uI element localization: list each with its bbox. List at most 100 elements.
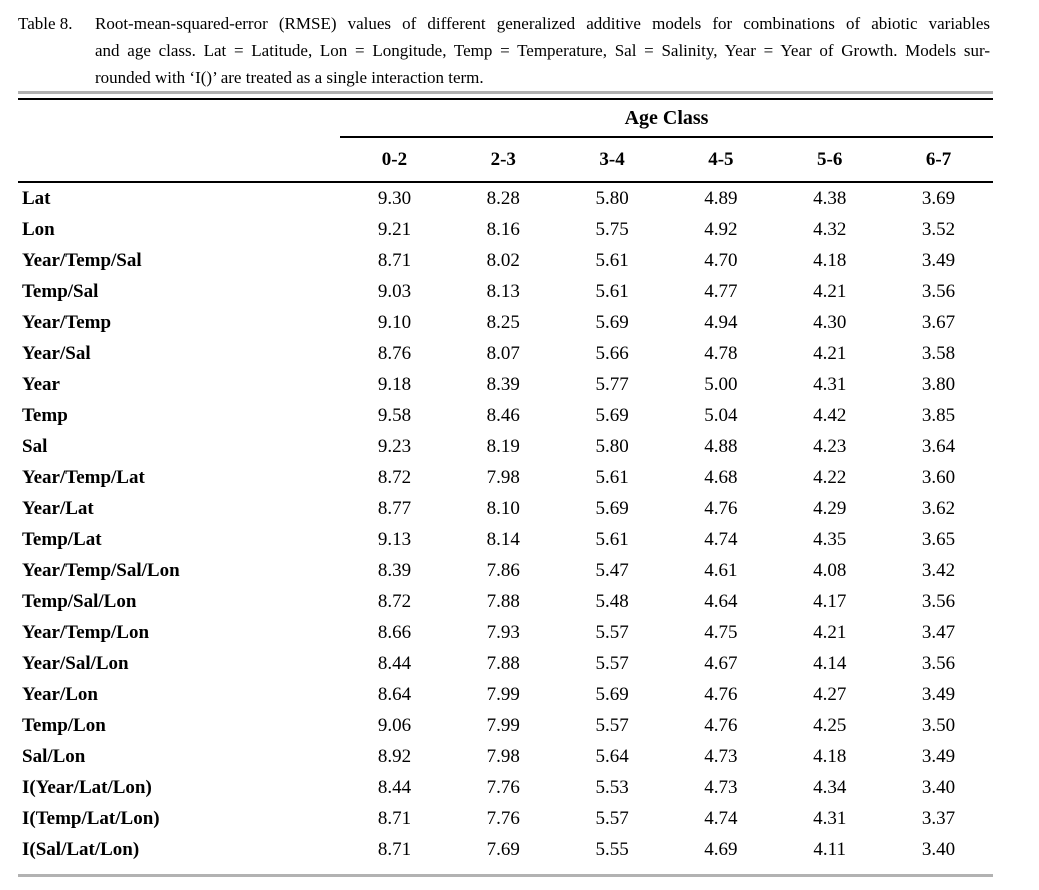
model-label: Temp/Lon	[22, 714, 106, 736]
rmse-value: 4.75	[704, 621, 738, 643]
rmse-value: 3.37	[921, 807, 956, 829]
model-label: Year/Temp/Sal/Lon	[22, 559, 180, 581]
rmse-value: 8.71	[377, 249, 412, 271]
rmse-value: 8.28	[486, 187, 520, 209]
rmse-value: 5.57	[595, 621, 629, 643]
rmse-value: 3.40	[921, 776, 956, 798]
rmse-value: 8.71	[377, 807, 412, 829]
rmse-value: 3.69	[921, 187, 956, 209]
table-row: Year/Lat 8.77 8.10 5.69 4.76 4.29 3.62	[18, 493, 993, 524]
rmse-value: 8.39	[377, 559, 412, 581]
rmse-value: 5.48	[595, 590, 629, 612]
rmse-value: 4.31	[813, 807, 847, 829]
table-row: Sal 9.23 8.19 5.80 4.88 4.23 3.64	[18, 431, 993, 462]
rmse-value: 4.94	[704, 311, 738, 333]
rmse-value: 3.49	[921, 249, 956, 271]
rmse-value: 4.18	[813, 249, 847, 271]
table-row: Year/Lon 8.64 7.99 5.69 4.76 4.27 3.49	[18, 679, 993, 710]
rmse-value: 3.56	[921, 280, 956, 302]
model-label: Year/Lon	[22, 683, 98, 705]
caption-text: Root-mean-squared-error (RMSE) values of…	[95, 10, 990, 91]
rmse-value: 3.56	[921, 652, 956, 674]
rmse-value: 4.21	[813, 621, 847, 643]
rmse-value: 3.49	[921, 745, 956, 767]
rmse-value: 8.10	[486, 497, 520, 519]
rmse-value: 9.18	[377, 373, 412, 395]
rmse-value: 4.76	[704, 497, 738, 519]
model-label: I(Temp/Lat/Lon)	[22, 807, 160, 829]
rmse-value: 4.29	[813, 497, 847, 519]
span-header-row: Age Class	[18, 100, 993, 138]
rmse-value: 4.30	[813, 311, 847, 333]
rmse-value: 7.93	[486, 621, 520, 643]
rmse-value: 7.99	[486, 714, 520, 736]
rmse-value: 5.64	[595, 745, 629, 767]
rmse-value: 4.73	[704, 776, 738, 798]
rmse-value: 4.21	[813, 280, 847, 302]
rmse-value: 3.52	[921, 218, 956, 240]
rmse-value: 8.64	[377, 683, 412, 705]
model-label: Sal	[22, 435, 48, 457]
table-row: Lat 9.30 8.28 5.80 4.89 4.38 3.69	[18, 182, 993, 214]
rmse-value: 8.25	[486, 311, 520, 333]
model-label: Temp	[22, 404, 68, 426]
rmse-value: 3.49	[921, 683, 956, 705]
rmse-value: 3.85	[921, 404, 956, 426]
table-row: Year/Sal 8.76 8.07 5.66 4.78 4.21 3.58	[18, 338, 993, 369]
rmse-value: 5.53	[595, 776, 629, 798]
rmse-value: 4.32	[813, 218, 847, 240]
column-header: 5-6	[775, 137, 885, 183]
rmse-value: 3.58	[921, 342, 956, 364]
caption-line: Root-mean-squared-error (RMSE) values of…	[95, 14, 990, 33]
table-row: Year/Temp/Sal 8.71 8.02 5.61 4.70 4.18 3.49	[18, 245, 993, 276]
rmse-value: 8.92	[377, 745, 412, 767]
rmse-value: 4.25	[813, 714, 847, 736]
rmse-value: 4.23	[813, 435, 847, 457]
model-label: I(Sal/Lat/Lon)	[22, 838, 140, 860]
rmse-value: 5.80	[595, 187, 629, 209]
model-label: Year/Sal	[22, 342, 91, 364]
rmse-value: 4.73	[704, 745, 738, 767]
column-header: 6-7	[884, 137, 993, 183]
caption-line: rounded with ‘I()’ are treated as a sing…	[95, 68, 484, 87]
rmse-value: 4.88	[704, 435, 738, 457]
rmse-value: 3.67	[921, 311, 956, 333]
model-label: Temp/Sal	[22, 280, 99, 302]
rmse-value: 4.11	[813, 838, 846, 860]
rmse-value: 7.86	[486, 559, 520, 581]
table-row: Temp/Sal/Lon 8.72 7.88 5.48 4.64 4.17 3.56	[18, 586, 993, 617]
rmse-value: 8.16	[486, 218, 520, 240]
rmse-value: 8.46	[486, 404, 520, 426]
rmse-value: 7.98	[486, 745, 520, 767]
table-bottom-rule-gray	[18, 874, 993, 877]
model-label: Temp/Lat	[22, 528, 102, 550]
table-row: Temp 9.58 8.46 5.69 5.04 4.42 3.85	[18, 400, 993, 431]
rmse-value: 7.69	[486, 838, 520, 860]
rmse-value: 7.99	[486, 683, 520, 705]
table-row: Sal/Lon 8.92 7.98 5.64 4.73 4.18 3.49	[18, 741, 993, 772]
rmse-table: Age Class 0-2 2-3 3-4 4-5 5-6 6-7 Lat 9.3…	[18, 100, 993, 865]
rmse-value: 9.23	[377, 435, 412, 457]
table-row: Year/Temp/Lon 8.66 7.93 5.57 4.75 4.21 3.47	[18, 617, 993, 648]
table-top-rule-black	[18, 98, 993, 100]
rmse-value: 8.76	[377, 342, 412, 364]
rmse-value: 4.17	[813, 590, 847, 612]
rmse-value: 4.74	[704, 528, 738, 550]
table-top-rule-gray	[18, 91, 993, 94]
rmse-value: 8.02	[486, 249, 520, 271]
table-row: Lon 9.21 8.16 5.75 4.92 4.32 3.52	[18, 214, 993, 245]
rmse-value: 4.34	[813, 776, 847, 798]
rmse-value: 3.42	[921, 559, 956, 581]
model-label: Lon	[22, 218, 55, 240]
rmse-value: 5.57	[595, 652, 629, 674]
model-label: Year/Temp/Sal	[22, 249, 142, 271]
table-row: Year/Sal/Lon 8.44 7.88 5.57 4.67 4.14 3.56	[18, 648, 993, 679]
rmse-value: 9.58	[377, 404, 412, 426]
rmse-value: 4.38	[813, 187, 847, 209]
rmse-value: 5.69	[595, 404, 629, 426]
rmse-value: 7.76	[486, 807, 520, 829]
rmse-value: 8.66	[377, 621, 412, 643]
rmse-value: 3.56	[921, 590, 956, 612]
rmse-value: 5.61	[595, 466, 629, 488]
